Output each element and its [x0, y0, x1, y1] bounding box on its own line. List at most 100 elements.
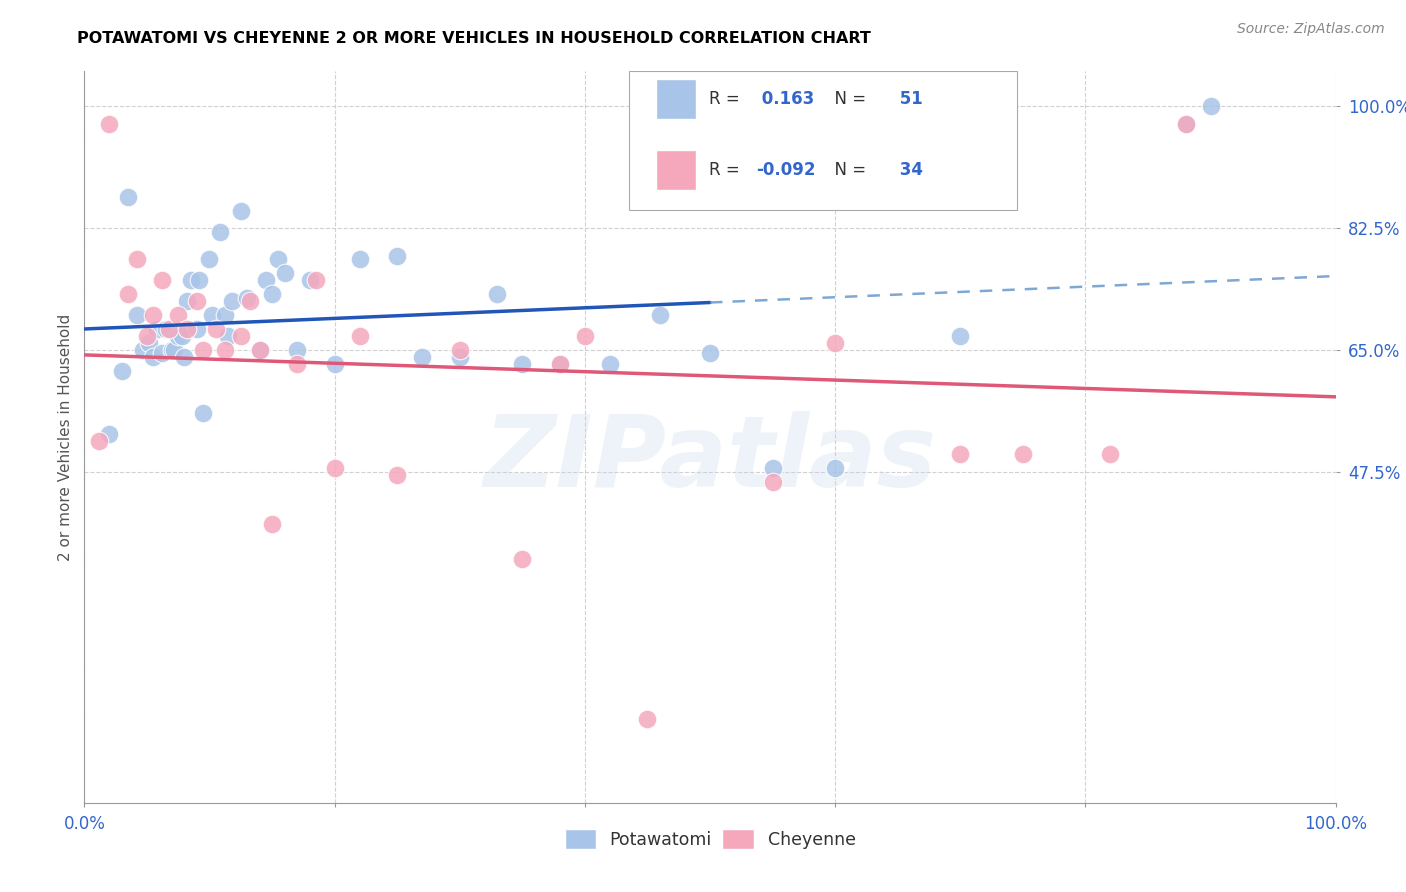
Point	[167, 329, 190, 343]
Point	[648, 308, 671, 322]
Point	[548, 357, 571, 371]
Text: R =: R =	[709, 161, 745, 178]
FancyBboxPatch shape	[628, 71, 1017, 211]
Point	[262, 517, 284, 532]
Point	[254, 273, 277, 287]
Text: 0.163: 0.163	[756, 90, 814, 108]
Point	[249, 343, 271, 357]
Point	[125, 308, 148, 322]
Point	[949, 329, 972, 343]
Point	[150, 346, 173, 360]
Point	[111, 364, 134, 378]
Point	[637, 712, 659, 726]
Point	[1174, 117, 1197, 131]
Point	[512, 357, 534, 371]
Point	[136, 329, 159, 343]
Point	[98, 117, 121, 131]
Point	[1199, 99, 1222, 113]
Text: POTAWATOMI VS CHEYENNE 2 OR MORE VEHICLES IN HOUSEHOLD CORRELATION CHART: POTAWATOMI VS CHEYENNE 2 OR MORE VEHICLE…	[77, 31, 872, 46]
Point	[449, 350, 471, 364]
Point	[949, 448, 972, 462]
Point	[117, 190, 139, 204]
Point	[824, 336, 846, 351]
Point	[217, 329, 239, 343]
Point	[229, 203, 252, 218]
FancyBboxPatch shape	[657, 150, 696, 190]
Point	[548, 357, 571, 371]
Point	[186, 322, 208, 336]
Point	[385, 468, 409, 483]
Point	[385, 249, 409, 263]
Text: N =: N =	[824, 90, 872, 108]
Point	[1174, 117, 1197, 131]
Point	[323, 461, 346, 475]
Point	[285, 343, 308, 357]
Point	[238, 294, 260, 309]
Point	[173, 350, 195, 364]
Point	[323, 357, 346, 371]
Point	[249, 343, 271, 357]
Point	[98, 426, 121, 441]
Point	[180, 273, 202, 287]
Point	[214, 308, 236, 322]
Point	[204, 322, 226, 336]
Point	[285, 357, 308, 371]
Point	[824, 461, 846, 475]
Point	[214, 343, 236, 357]
Point	[186, 294, 208, 309]
Point	[1099, 448, 1122, 462]
Point	[132, 343, 155, 357]
Text: ZIPatlas: ZIPatlas	[484, 410, 936, 508]
Point	[193, 406, 215, 420]
Legend: Potawatomi, Cheyenne: Potawatomi, Cheyenne	[558, 822, 862, 856]
Point	[142, 350, 165, 364]
Point	[349, 252, 371, 267]
Point	[193, 343, 215, 357]
Text: 34: 34	[894, 161, 922, 178]
Point	[208, 225, 231, 239]
Point	[236, 291, 259, 305]
Point	[762, 475, 785, 490]
Point	[167, 308, 190, 322]
Point	[176, 294, 198, 309]
FancyBboxPatch shape	[657, 78, 696, 119]
Point	[512, 552, 534, 566]
Point	[150, 273, 173, 287]
Point	[176, 322, 198, 336]
Point	[486, 287, 509, 301]
Point	[449, 343, 471, 357]
Point	[89, 434, 111, 448]
Point	[305, 273, 328, 287]
Point	[298, 273, 321, 287]
Point	[198, 252, 221, 267]
Point	[574, 329, 596, 343]
Point	[267, 252, 290, 267]
Text: R =: R =	[709, 90, 745, 108]
Point	[125, 252, 148, 267]
Point	[229, 329, 252, 343]
Point	[262, 287, 284, 301]
Point	[1012, 448, 1035, 462]
Point	[273, 266, 295, 280]
Text: Source: ZipAtlas.com: Source: ZipAtlas.com	[1237, 22, 1385, 37]
Point	[155, 322, 177, 336]
Point	[160, 343, 183, 357]
Point	[221, 294, 243, 309]
Point	[170, 329, 193, 343]
Point	[411, 350, 433, 364]
Point	[762, 461, 785, 475]
Point	[599, 357, 621, 371]
Point	[159, 322, 181, 336]
Point	[146, 322, 169, 336]
Text: 51: 51	[894, 90, 922, 108]
Point	[138, 336, 160, 351]
Y-axis label: 2 or more Vehicles in Household: 2 or more Vehicles in Household	[58, 313, 73, 561]
Point	[163, 343, 186, 357]
Point	[117, 287, 139, 301]
Text: -0.092: -0.092	[756, 161, 815, 178]
Point	[349, 329, 371, 343]
Text: N =: N =	[824, 161, 872, 178]
Point	[188, 273, 211, 287]
Point	[201, 308, 224, 322]
Point	[699, 346, 721, 360]
